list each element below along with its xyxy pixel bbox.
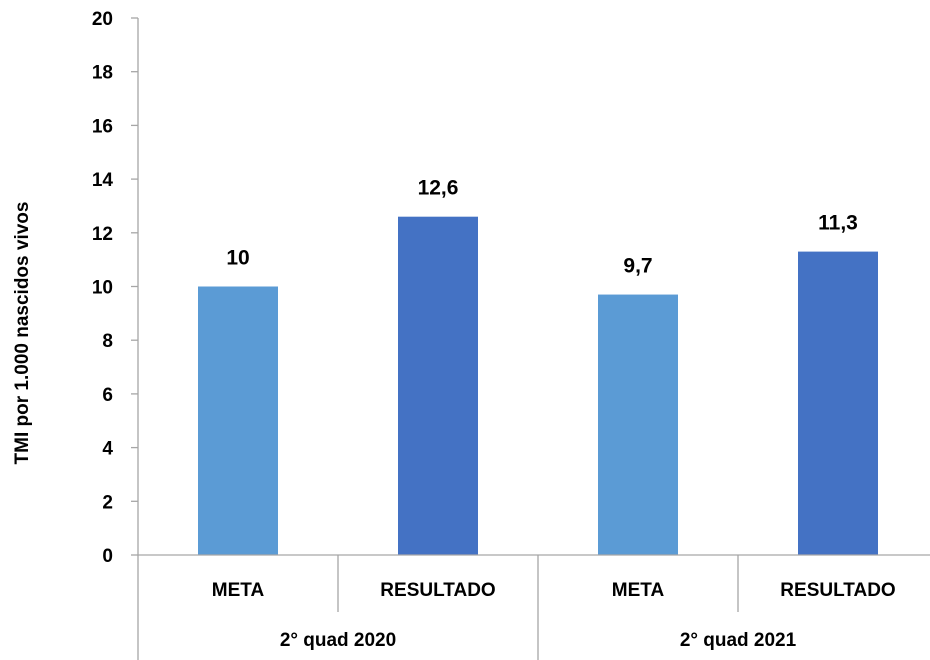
data-label: 12,6 — [418, 177, 459, 200]
y-tick-label: 6 — [102, 385, 113, 406]
x-axis: 2° quad 2020 2° quad 2021 META RESULTADO MET… — [137, 554, 930, 660]
data-label: 10 — [226, 247, 249, 270]
y-tick-label: 16 — [92, 116, 113, 137]
y-axis: 0 2 4 6 8 10 12 14 16 18 20 — [92, 9, 139, 567]
y-tick-label: 12 — [92, 224, 113, 245]
bar — [798, 251, 878, 555]
y-tick-label: 18 — [92, 63, 113, 84]
bar — [598, 294, 678, 555]
x-category-label: META — [612, 580, 665, 601]
x-category-label: META — [212, 580, 265, 601]
x-group-label: 2° quad 2020 — [280, 630, 396, 651]
bar — [398, 216, 478, 555]
x-category-label: RESULTADO — [380, 580, 495, 601]
y-tick-label: 20 — [92, 9, 113, 30]
y-tick-label: 14 — [92, 170, 114, 191]
y-tick-label: 8 — [102, 331, 113, 352]
data-label: 9,7 — [623, 255, 652, 278]
y-tick-label: 0 — [102, 546, 113, 567]
y-tick-label: 4 — [102, 439, 113, 460]
x-category-label: RESULTADO — [780, 580, 895, 601]
y-axis-label: TMI por 1.000 nascidos vivos — [12, 202, 33, 465]
bar — [198, 286, 278, 555]
x-group-label: 2° quad 2021 — [680, 630, 797, 651]
y-tick-label: 2 — [102, 492, 113, 513]
y-tick-label: 10 — [92, 278, 113, 299]
data-label: 11,3 — [818, 212, 858, 235]
bars: 10 12,6 9,7 11,3 — [198, 177, 878, 555]
